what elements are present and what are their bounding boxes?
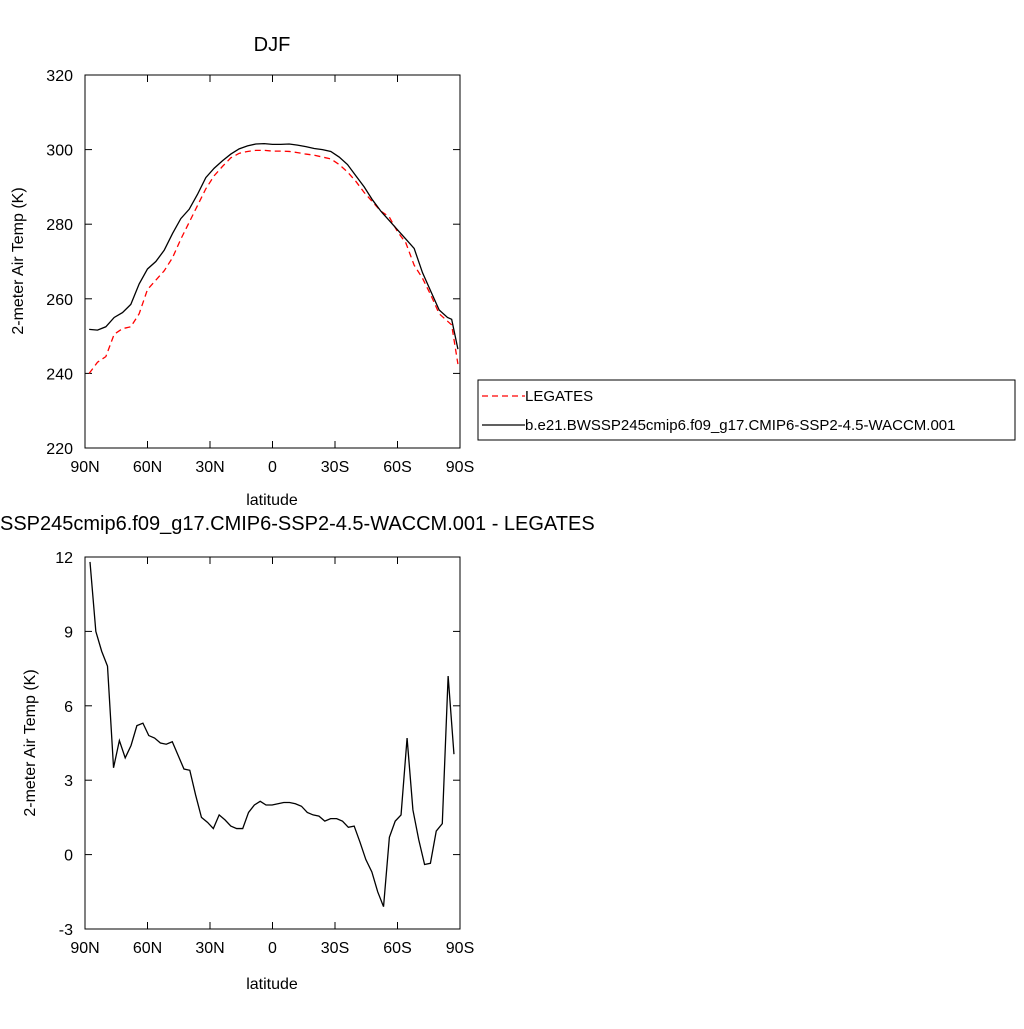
x-tick-label: 0: [268, 459, 277, 476]
y-tick-label: 9: [64, 624, 73, 641]
x-tick-label: 90N: [70, 940, 99, 957]
chart-title: SSP245cmip6.f09_g17.CMIP6-SSP2-4.5-WACCM…: [0, 513, 595, 535]
x-axis-label: latitude: [246, 976, 298, 993]
y-tick-label: -3: [59, 922, 73, 939]
x-tick-label: 30N: [195, 459, 224, 476]
y-tick-label: 300: [46, 143, 73, 160]
x-tick-label: 30S: [321, 940, 349, 957]
y-tick-label: 320: [46, 68, 73, 85]
x-tick-label: 90N: [70, 459, 99, 476]
y-axis-label: 2-meter Air Temp (K): [22, 669, 39, 816]
y-tick-label: 0: [64, 848, 73, 865]
legend-label: LEGATES: [525, 388, 593, 405]
legend-box: [477, 379, 1016, 441]
data-line: [88, 149, 459, 374]
x-tick-label: 90S: [446, 940, 474, 957]
y-tick-label: 240: [46, 366, 73, 383]
x-tick-label: 60N: [133, 940, 162, 957]
x-tick-label: 60N: [133, 459, 162, 476]
y-tick-label: 3: [64, 773, 73, 790]
chart-title: DJF: [254, 34, 291, 56]
y-tick-label: 220: [46, 441, 73, 458]
legend-label: b.e21.BWSSP245cmip6.f09_g17.CMIP6-SSP2-4…: [525, 417, 955, 434]
x-tick-label: 0: [268, 940, 277, 957]
y-tick-label: 260: [46, 292, 73, 309]
x-tick-label: 60S: [383, 459, 411, 476]
x-tick-label: 60S: [383, 940, 411, 957]
y-tick-label: 280: [46, 217, 73, 234]
plot-frame: [84, 556, 461, 930]
plot-frame: [84, 74, 461, 449]
x-tick-label: 30S: [321, 459, 349, 476]
data-line: [89, 142, 459, 350]
x-tick-label: 30N: [195, 940, 224, 957]
data-line: [89, 561, 455, 907]
y-tick-label: 12: [55, 550, 73, 567]
x-axis-label: latitude: [246, 492, 298, 509]
x-tick-label: 90S: [446, 459, 474, 476]
y-tick-label: 6: [64, 699, 73, 716]
y-axis-label: 2-meter Air Temp (K): [10, 187, 27, 334]
